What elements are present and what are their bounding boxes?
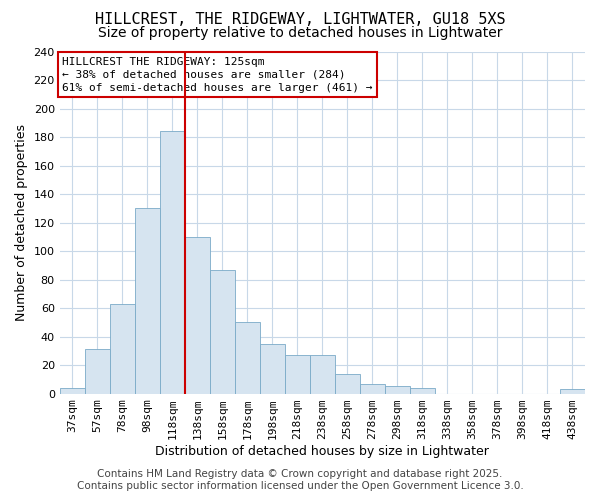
Bar <box>135 208 160 394</box>
X-axis label: Distribution of detached houses by size in Lightwater: Distribution of detached houses by size … <box>155 444 489 458</box>
Bar <box>185 237 210 394</box>
Bar <box>310 355 335 394</box>
Text: Contains HM Land Registry data © Crown copyright and database right 2025.
Contai: Contains HM Land Registry data © Crown c… <box>77 470 523 491</box>
Bar <box>560 390 585 394</box>
Bar <box>260 344 285 394</box>
Bar <box>235 322 260 394</box>
Bar <box>110 304 135 394</box>
Text: HILLCREST, THE RIDGEWAY, LIGHTWATER, GU18 5XS: HILLCREST, THE RIDGEWAY, LIGHTWATER, GU1… <box>95 12 505 28</box>
Bar <box>410 388 435 394</box>
Bar <box>285 355 310 394</box>
Text: HILLCREST THE RIDGEWAY: 125sqm
← 38% of detached houses are smaller (284)
61% of: HILLCREST THE RIDGEWAY: 125sqm ← 38% of … <box>62 56 373 93</box>
Bar <box>160 132 185 394</box>
Bar <box>385 386 410 394</box>
Bar <box>59 388 85 394</box>
Bar <box>335 374 360 394</box>
Text: Size of property relative to detached houses in Lightwater: Size of property relative to detached ho… <box>98 26 502 40</box>
Bar <box>360 384 385 394</box>
Y-axis label: Number of detached properties: Number of detached properties <box>15 124 28 321</box>
Bar <box>210 270 235 394</box>
Bar <box>85 350 110 394</box>
